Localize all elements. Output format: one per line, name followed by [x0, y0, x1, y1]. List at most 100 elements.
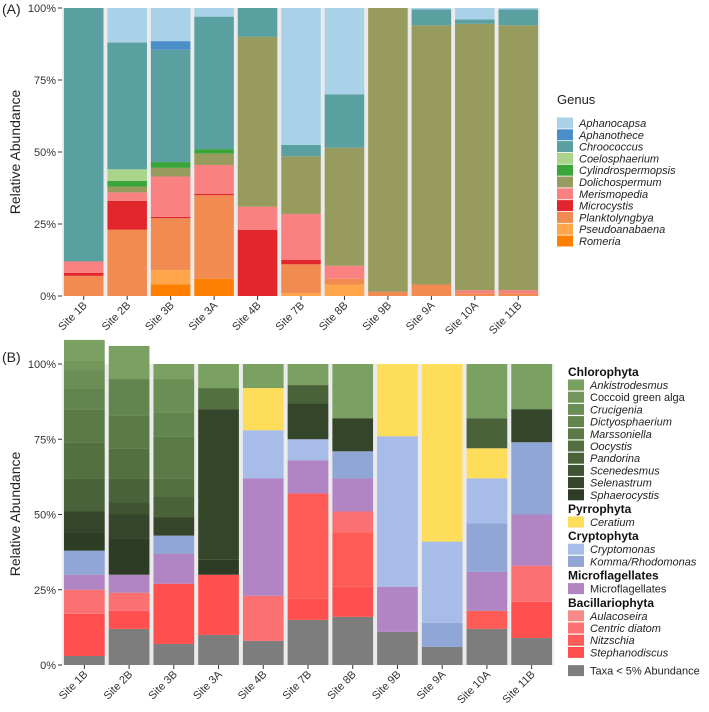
bar-segment	[150, 167, 191, 177]
legend-swatch	[557, 129, 573, 141]
bar-segment	[287, 598, 329, 620]
legend-swatch	[568, 440, 584, 452]
y-tick-label: 50%	[34, 510, 56, 522]
panel-label: (A)	[2, 1, 21, 17]
bar-segment	[108, 574, 150, 593]
legend-entry: Cryptomonas	[590, 544, 656, 556]
legend-entry: Microcystis	[579, 201, 634, 213]
bar-segment	[421, 622, 463, 647]
legend-entry: Microflagellates	[590, 584, 667, 596]
bar-segment	[368, 8, 408, 292]
bar-segment	[198, 364, 239, 389]
bar-segment	[455, 290, 495, 294]
y-tick-label: 0%	[40, 660, 56, 672]
bar-segment	[64, 655, 105, 665]
bar-segment	[242, 595, 284, 641]
bar-segment	[281, 156, 321, 214]
bar-segment	[150, 41, 191, 50]
bar-segment	[466, 418, 508, 449]
legend-entry: Merismopedia	[579, 189, 648, 201]
legend-swatch	[568, 665, 584, 677]
bar-segment	[64, 360, 105, 371]
legend-entry: Cylindrospermopsis	[579, 165, 676, 177]
legend-title: Genus	[557, 92, 596, 107]
bar-segment	[466, 523, 508, 572]
bar-segment	[368, 291, 408, 296]
bar-segment	[194, 16, 234, 150]
legend-entry: Aulacoseira	[589, 611, 647, 623]
bar-segment	[108, 592, 150, 611]
bar-segment	[194, 278, 234, 296]
legend-entry: Romeria	[579, 236, 621, 248]
legend-swatch	[568, 403, 584, 415]
bar-segment	[242, 640, 284, 665]
legend-swatch	[557, 188, 573, 200]
bar-segment	[153, 436, 195, 479]
legend-entry: Stephanodiscus	[590, 647, 669, 659]
y-tick-label: 25%	[34, 585, 56, 597]
bar-segment	[63, 8, 104, 262]
legend-swatch	[557, 152, 573, 164]
panel-label: (B)	[2, 349, 21, 365]
legend-swatch	[568, 610, 584, 622]
bar-segment	[421, 364, 463, 542]
legend-entry: Oocystis	[590, 441, 633, 453]
bar-segment	[281, 213, 321, 260]
legend-entry: Centric diatom	[590, 623, 661, 635]
bar-segment	[324, 284, 365, 296]
bar-segment	[511, 514, 552, 566]
legend-entry: Coccoid green alga	[590, 392, 686, 404]
bar-segment	[194, 193, 234, 196]
bar-segment	[287, 385, 329, 404]
legend-swatch	[568, 634, 584, 646]
bar-segment	[108, 538, 150, 575]
legend-swatch	[568, 477, 584, 489]
bar-segment	[498, 293, 539, 296]
bar-segment	[411, 284, 452, 296]
bar-segment	[237, 8, 278, 37]
bar-segment	[324, 265, 365, 279]
bar-segment	[198, 388, 239, 410]
bar-segment	[332, 451, 374, 479]
bar-segment	[411, 8, 452, 10]
bar-segment	[377, 586, 418, 632]
bar-segment	[63, 261, 104, 273]
bar-segment	[332, 616, 374, 665]
bar-segment	[108, 628, 150, 665]
bar-segment	[281, 8, 321, 145]
bar-segment	[150, 218, 191, 271]
bar-segment	[153, 535, 195, 554]
bar-segment	[511, 637, 552, 665]
bar-segment	[332, 418, 374, 452]
bar-segment	[281, 264, 321, 294]
legend-entry: Pandorina	[590, 453, 640, 465]
bar-segment	[287, 403, 329, 440]
bar-segment	[150, 216, 191, 219]
legend-group-title: Pyrrophyta	[568, 502, 632, 516]
bar-segment	[287, 439, 329, 461]
bar-segment	[242, 430, 284, 479]
bar-segment	[511, 565, 552, 602]
bar-segment	[108, 448, 150, 479]
bar-segment	[108, 415, 150, 449]
bar-segment	[324, 278, 365, 285]
bar-segment	[194, 164, 234, 194]
bar-segment	[287, 364, 329, 386]
bar-segment	[153, 478, 195, 497]
bar-segment	[194, 149, 234, 154]
bar-segment	[153, 553, 195, 584]
legend-group-title: Bacillariophyta	[568, 596, 654, 610]
bar-segment	[511, 364, 552, 410]
bar-segment	[150, 49, 191, 163]
bar-segment	[237, 206, 278, 230]
bar-segment	[153, 583, 195, 644]
legend-swatch	[568, 646, 584, 658]
legend-entry: Chroococcus	[579, 142, 644, 154]
legend-entry: Aphanothece	[578, 130, 644, 142]
legend-swatch	[568, 583, 584, 595]
bar-segment	[455, 293, 495, 296]
legend-swatch	[568, 452, 584, 464]
bar-segment	[281, 293, 321, 296]
bar-segment	[198, 409, 239, 560]
bar-segment	[511, 601, 552, 638]
